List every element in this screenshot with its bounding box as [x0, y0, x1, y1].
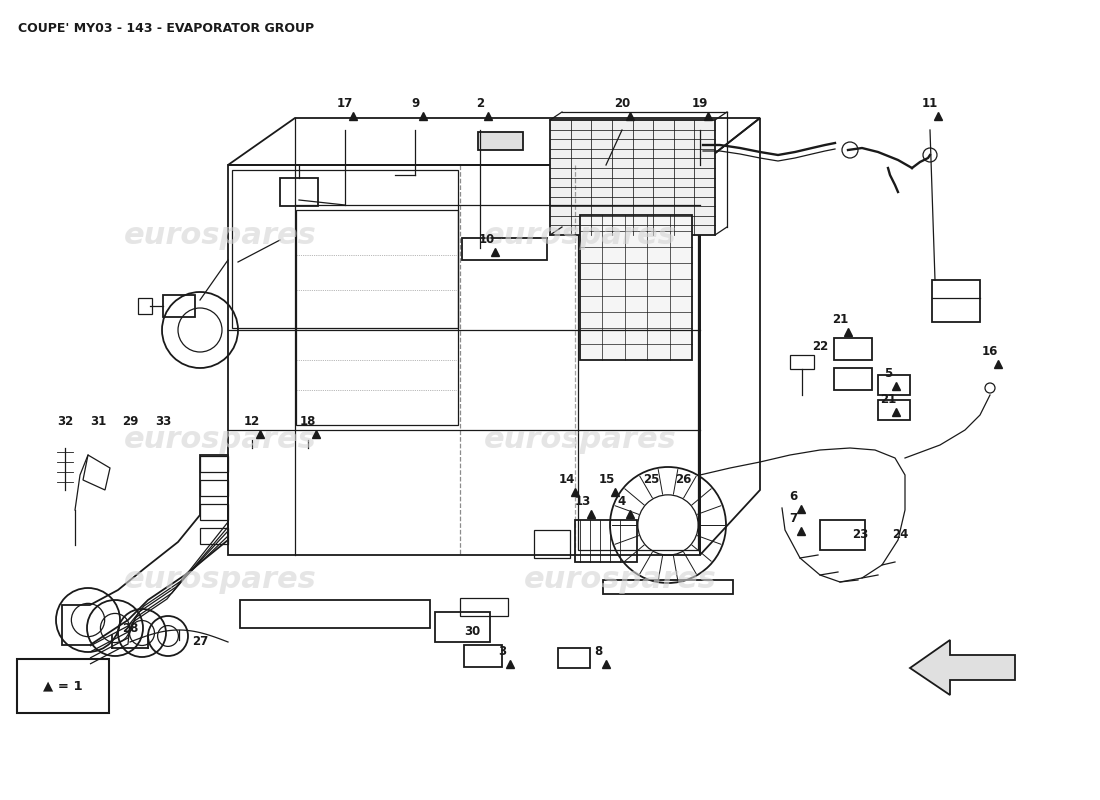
Text: eurospares: eurospares	[484, 426, 676, 454]
Bar	[280, 178, 318, 206]
Text: 32: 32	[57, 415, 73, 428]
Text: 17: 17	[337, 97, 353, 110]
Text: 20: 20	[614, 97, 630, 110]
Text: eurospares: eurospares	[123, 566, 317, 594]
Text: 28: 28	[122, 622, 139, 635]
Text: eurospares: eurospares	[484, 221, 676, 250]
Text: 33: 33	[155, 415, 172, 428]
Text: 8: 8	[594, 645, 602, 658]
Bar	[575, 520, 637, 562]
Text: 9: 9	[411, 97, 419, 110]
Text: 10: 10	[478, 233, 495, 246]
Bar	[240, 600, 430, 628]
Text: 7: 7	[789, 512, 797, 525]
Text: 12: 12	[244, 415, 260, 428]
Text: 31: 31	[90, 415, 106, 428]
Bar	[464, 645, 502, 667]
Text: 3: 3	[498, 645, 506, 658]
Bar	[550, 120, 715, 235]
Text: 11: 11	[922, 97, 938, 110]
Bar	[580, 215, 692, 360]
Text: eurospares: eurospares	[123, 426, 317, 454]
Bar	[534, 530, 570, 558]
Text: 27: 27	[191, 635, 208, 648]
Bar	[603, 580, 733, 594]
Text: 6: 6	[789, 490, 797, 503]
Bar	[462, 238, 547, 260]
Text: 18: 18	[300, 415, 316, 428]
Text: eurospares: eurospares	[524, 566, 716, 594]
Text: 5: 5	[884, 367, 892, 380]
Bar	[790, 355, 814, 369]
Text: 26: 26	[674, 473, 691, 486]
Text: 21: 21	[832, 313, 848, 326]
Bar	[834, 368, 872, 390]
Text: 14: 14	[559, 473, 575, 486]
Text: 21: 21	[880, 393, 896, 406]
Bar	[434, 612, 490, 642]
Text: 30: 30	[464, 625, 480, 638]
Bar	[878, 400, 910, 420]
Text: COUPE' MY03 - 143 - EVAPORATOR GROUP: COUPE' MY03 - 143 - EVAPORATOR GROUP	[18, 22, 315, 35]
Bar	[200, 456, 228, 472]
Bar	[200, 480, 228, 496]
Bar	[138, 298, 152, 314]
Bar	[200, 504, 228, 520]
Text: 15: 15	[598, 473, 615, 486]
Polygon shape	[910, 640, 1015, 695]
Text: 16: 16	[982, 345, 998, 358]
Text: 4: 4	[618, 495, 626, 508]
Bar	[558, 648, 590, 668]
Text: 25: 25	[642, 473, 659, 486]
Text: 2: 2	[476, 97, 484, 110]
Text: 24: 24	[892, 528, 909, 541]
Bar	[478, 132, 522, 150]
Bar	[834, 338, 872, 360]
Text: 19: 19	[692, 97, 708, 110]
Text: 22: 22	[812, 340, 828, 353]
Text: ▲ = 1: ▲ = 1	[43, 679, 82, 693]
Bar	[163, 295, 195, 317]
Bar	[932, 280, 980, 322]
Bar	[200, 528, 228, 544]
Bar	[820, 520, 865, 550]
Bar	[460, 598, 508, 616]
Text: eurospares: eurospares	[123, 221, 317, 250]
Text: 13: 13	[575, 495, 591, 508]
Text: 29: 29	[122, 415, 139, 428]
Bar	[878, 375, 910, 395]
Text: 23: 23	[851, 528, 868, 541]
